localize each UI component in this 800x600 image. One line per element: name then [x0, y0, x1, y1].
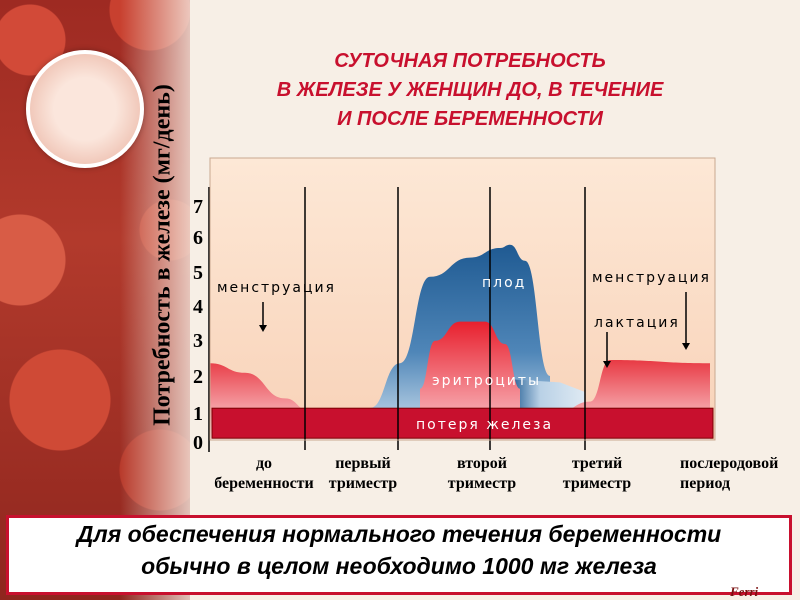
summary-box: Для обеспечения нормального течения бере…	[6, 515, 792, 595]
y-tick-label: 7	[193, 196, 203, 218]
chart-title-line-3: И ПОСЛЕ БЕРЕМЕННОСТИ	[337, 108, 603, 130]
annotation-menstruaciya-2: менструация	[592, 270, 711, 286]
x-period-label: до беременности	[194, 454, 334, 494]
x-period-label-line-1: послеродовой	[680, 455, 779, 472]
hands-photo	[26, 50, 144, 168]
x-period-label: первый триместр	[303, 454, 423, 494]
y-tick-label: 5	[193, 262, 203, 284]
y-tick-label: 0	[193, 432, 203, 454]
x-period-label-line-2: триместр	[562, 475, 632, 492]
y-tick-label: 1	[193, 403, 203, 425]
summary-line-2: обычно в целом необходимо 1000 мг железа	[141, 553, 657, 579]
chart-title-line-1: СУТОЧНАЯ ПОТРЕБНОСТЬ	[334, 50, 606, 72]
y-tick-label: 6	[193, 227, 203, 249]
plot-frame	[209, 157, 716, 441]
y-tick-label: 3	[193, 330, 203, 352]
x-period-label-line-1: второй	[456, 455, 507, 472]
x-period-label: третий триместр	[537, 454, 657, 494]
x-period-label-line-1: до	[255, 455, 273, 472]
arrow-menstruaciya-2-head	[682, 343, 690, 350]
summary-line-1: Для обеспечения нормального течения бере…	[76, 521, 722, 547]
ferr-caption: Ferri	[730, 584, 759, 599]
x-period-label-line-2: триместр	[447, 475, 517, 492]
x-period-label-line-2: триместр	[328, 475, 398, 492]
annotation-laktaciya: лактация	[594, 315, 680, 331]
y-tick-label: 2	[193, 366, 203, 388]
x-period-label-line-2: период	[680, 475, 731, 492]
annotation-eritrocity: эритроциты	[432, 373, 541, 389]
chart-title-line-2: В ЖЕЛЕЗЕ У ЖЕНЩИН ДО, В ТЕЧЕНИЕ	[276, 79, 664, 101]
x-period-label-line-1: первый	[335, 455, 391, 472]
x-period-label: второй триместр	[422, 454, 542, 494]
x-period-label-line-2: беременности	[214, 475, 314, 492]
y-tick-label: 4	[193, 296, 203, 318]
x-period-label: послеродовой период	[680, 454, 798, 494]
x-period-label-line-1: третий	[571, 455, 623, 472]
series-poterya-zheleza-bar	[211, 407, 714, 439]
arrow-menstruaciya-head	[259, 325, 267, 332]
annotation-menstruaciya-1: менструация	[217, 280, 336, 296]
arrow-laktaciya-head	[603, 361, 611, 368]
annotation-poterya-zheleza: потеря железа	[416, 417, 553, 433]
annotation-plod: плод	[482, 275, 526, 291]
